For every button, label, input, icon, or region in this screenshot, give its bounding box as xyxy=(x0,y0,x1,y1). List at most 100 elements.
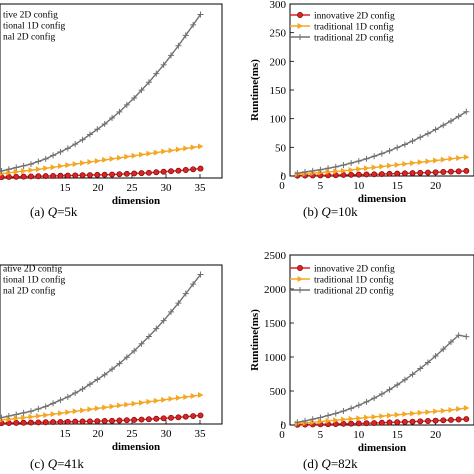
legend-entry: tive 2D config xyxy=(3,10,58,21)
data-point xyxy=(197,11,204,18)
data-point xyxy=(168,395,175,402)
data-point xyxy=(101,121,108,128)
data-point xyxy=(57,148,64,155)
legend-entry: traditional 1D config xyxy=(314,22,394,33)
data-point xyxy=(409,170,416,177)
data-point xyxy=(455,332,462,339)
data-point xyxy=(371,413,378,420)
x-axis-label: dimension xyxy=(358,442,406,454)
x-axis-label: dimension xyxy=(358,193,406,205)
data-point xyxy=(116,402,123,409)
x-tick-label: 15 xyxy=(60,428,72,440)
data-point xyxy=(21,168,27,175)
data-point xyxy=(94,157,101,164)
data-point xyxy=(131,152,138,159)
data-point xyxy=(363,155,370,162)
data-point xyxy=(5,413,12,420)
subfigure-caption: (d) Q=82k xyxy=(303,456,358,471)
data-point xyxy=(190,144,197,151)
data-point xyxy=(409,371,416,378)
data-point xyxy=(109,417,116,424)
x-tick-label: 0 xyxy=(279,180,285,192)
panel-c: 15 20 25 30 35 dimension ative 2D configtional… xyxy=(0,264,223,471)
data-point xyxy=(394,144,401,151)
data-point xyxy=(440,156,447,163)
data-point xyxy=(64,145,71,152)
data-point xyxy=(50,419,57,426)
y-axis-label: Runtime(ms) xyxy=(249,59,261,121)
data-point xyxy=(27,408,34,415)
data-point xyxy=(378,150,385,157)
data-point xyxy=(348,415,355,422)
data-point xyxy=(79,418,86,425)
data-point xyxy=(146,398,152,405)
data-point xyxy=(417,418,424,425)
data-point xyxy=(109,155,116,162)
data-point xyxy=(440,407,447,414)
data-point xyxy=(363,420,370,427)
x-tick-label: 25 xyxy=(127,182,139,194)
x-tick-label: 5 xyxy=(318,180,324,192)
data-point xyxy=(197,412,204,419)
data-point xyxy=(190,393,197,400)
series-1 xyxy=(294,154,470,178)
data-point xyxy=(340,167,347,174)
data-point xyxy=(371,153,378,160)
data-point xyxy=(168,308,175,315)
data-point xyxy=(363,398,370,405)
data-point xyxy=(356,415,362,422)
data-point xyxy=(175,146,182,153)
data-point xyxy=(72,141,79,148)
data-point xyxy=(348,160,355,167)
data-point xyxy=(463,168,470,174)
data-point xyxy=(387,162,393,169)
data-point xyxy=(440,169,447,175)
data-point xyxy=(94,126,101,133)
data-point xyxy=(20,409,27,416)
data-point xyxy=(332,410,339,417)
data-point xyxy=(379,163,385,170)
data-point xyxy=(387,412,393,419)
data-point xyxy=(371,420,378,426)
data-point xyxy=(64,172,71,179)
data-point xyxy=(72,389,79,396)
series-1 xyxy=(0,392,204,423)
data-point xyxy=(138,340,145,347)
data-point xyxy=(448,407,454,414)
data-point xyxy=(175,42,182,49)
data-point xyxy=(87,406,93,413)
data-point xyxy=(456,154,462,161)
data-point xyxy=(333,168,339,175)
data-point xyxy=(131,170,138,177)
data-point xyxy=(42,403,49,410)
data-point xyxy=(410,410,416,417)
data-point xyxy=(325,165,332,172)
data-point xyxy=(123,101,130,108)
data-point xyxy=(394,381,401,388)
legend-entry: nal 2D config xyxy=(3,286,55,297)
x-tick-label: 35 xyxy=(195,428,207,440)
x-tick-label: 30 xyxy=(161,428,173,440)
data-point xyxy=(50,152,57,159)
y-tick-label: 1500 xyxy=(264,318,287,330)
series-2 xyxy=(294,332,470,426)
data-point xyxy=(109,171,116,178)
data-point xyxy=(35,419,42,426)
data-point xyxy=(168,168,174,175)
y-tick-label: 150 xyxy=(270,85,287,97)
data-point xyxy=(455,113,462,120)
data-point xyxy=(371,164,378,171)
x-axis-label: dimension xyxy=(112,195,160,207)
data-point xyxy=(86,131,93,138)
data-point xyxy=(6,416,12,423)
legend-entry: tional 1D config xyxy=(3,275,66,286)
data-point xyxy=(325,412,332,419)
data-point xyxy=(402,411,408,418)
data-point xyxy=(168,52,175,59)
data-point xyxy=(20,162,27,169)
data-point xyxy=(182,32,189,39)
data-point xyxy=(28,413,34,420)
x-tick-label: 20 xyxy=(430,180,442,192)
